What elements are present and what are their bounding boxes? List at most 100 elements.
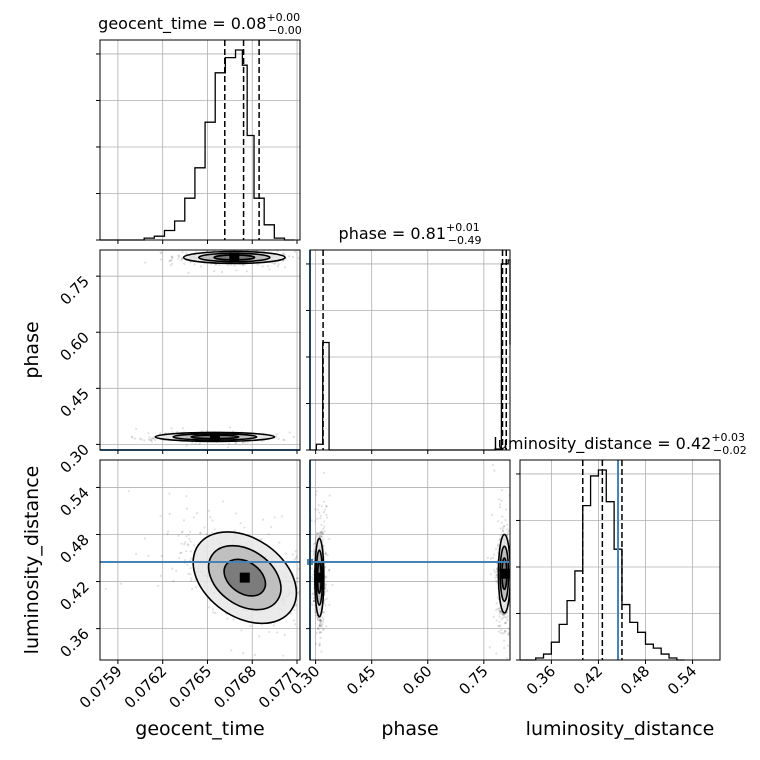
sample-point [305,645,307,647]
sample-point [500,629,503,632]
sample-point [498,498,501,501]
sample-point [394,674,396,676]
panel-frame [99,39,301,241]
sample-point [314,537,317,540]
sample-point [311,603,314,607]
sample-point [182,519,186,522]
sample-point [322,628,325,631]
sample-point [506,531,510,534]
sample-point [149,438,152,441]
sample-point [181,257,184,260]
sample-point [517,596,519,598]
y-tick-label: 0.36 [56,625,92,661]
sample-point [323,530,326,533]
sample-point [320,692,322,694]
sample-point [325,597,328,600]
x-tick-label: 0.0765 [165,662,215,712]
sample-point [135,427,138,430]
sample-point [190,577,193,580]
sample-point [241,441,244,444]
sample-point [324,598,327,601]
sample-point [261,440,264,443]
sample-point [499,610,502,613]
sample-point [322,500,325,503]
sample-point [511,564,513,566]
sample-point [328,569,331,572]
sample-point [319,618,323,622]
sample-point [189,550,192,553]
sample-point [282,654,285,657]
sample-point [186,563,189,566]
sample-point [307,583,309,585]
sample-point [177,534,180,537]
sample-point [168,259,171,262]
sample-point [179,233,181,235]
title-text: phase = 0.81 [339,224,446,243]
sample-point [292,619,296,622]
sample-point [505,657,508,660]
sample-point [284,552,287,555]
sample-point [320,523,323,527]
sample-point [499,611,502,614]
sample-point [501,515,504,518]
sample-point [183,559,187,562]
sample-point [504,630,507,633]
sample-point [234,442,237,445]
sample-point [317,532,320,535]
sample-point [139,437,142,440]
sample-point [189,665,191,667]
samples [130,233,306,450]
sample-point [312,600,315,603]
sample-point [497,520,500,523]
sample-point [322,527,325,531]
sample-point [304,259,306,261]
sample-point [168,512,171,516]
sample-point [253,653,256,657]
sample-point [275,433,278,436]
xlabel-luminosity_distance: luminosity_distance [526,718,715,740]
sample-point [319,535,322,538]
sample-point [322,620,325,623]
sample-point [322,617,325,621]
sample-point [321,533,324,536]
sample-point [180,542,183,545]
sample-point [148,436,151,439]
sample-point [492,553,496,556]
sample-point [517,580,519,582]
sample-point [211,531,214,534]
sample-point [278,541,281,544]
sample-point [320,620,323,623]
sample-point [320,531,323,535]
sample-point [317,713,319,715]
sample-point [171,567,174,570]
title-phase: phase = 0.81+0.01 −0.49 [339,221,482,247]
sample-point [495,608,498,612]
sample-point [319,534,322,537]
sample-point [134,437,137,440]
sample-point [498,539,501,542]
sample-point [277,437,280,440]
sample-point [194,442,197,445]
sample-point [181,251,184,254]
density-peak [239,572,250,583]
sample-point [293,608,296,612]
sample-point [189,579,192,583]
sample-point [491,463,495,467]
sample-point [233,529,236,532]
sample-point [180,531,183,534]
sample-point [276,265,279,268]
sample-point [312,549,315,553]
sample-point [199,265,203,268]
sample-point [314,610,317,613]
sample-point [319,625,322,628]
sample-point [324,588,327,591]
sample-point [190,557,193,560]
sample-point [160,554,163,558]
sample-point [235,441,238,444]
density-peak [209,431,220,442]
sample-point [159,258,162,261]
sample-point [270,525,273,529]
sample-point [168,492,171,495]
sample-point [506,615,509,618]
sample-point [315,534,318,537]
